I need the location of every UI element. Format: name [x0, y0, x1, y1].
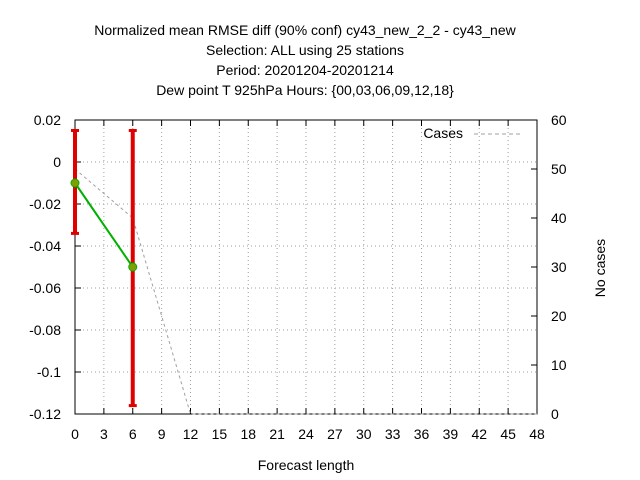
- y-axis-ticks: 0.02 0 -0.02 -0.04 -0.06 -0.08 -0.1 -0.12: [29, 112, 81, 422]
- x-tick-label: 33: [385, 426, 401, 442]
- x-tick-label: 30: [356, 426, 372, 442]
- y2-tick-label: 20: [551, 308, 567, 324]
- x-tick-label: 36: [414, 426, 430, 442]
- x-tick-label: 39: [443, 426, 459, 442]
- y2-tick-label: 40: [551, 210, 567, 226]
- y2-axis-ticks: 60 50 40 30 20 10 0: [531, 112, 567, 422]
- title-line-3: Period: 20201204-20201214: [216, 62, 394, 78]
- y-tick-label: -0.04: [29, 238, 61, 254]
- rmse-diff-line: [74, 182, 134, 268]
- x-tick-label: 18: [240, 426, 256, 442]
- x-tick-label: 27: [327, 426, 343, 442]
- cases-line: [74, 168, 537, 415]
- y-tick-label: -0.02: [29, 196, 61, 212]
- y-tick-label: 0: [53, 154, 61, 170]
- x-tick-label: 45: [500, 426, 516, 442]
- legend: Cases: [423, 125, 522, 141]
- legend-label-cases: Cases: [423, 125, 463, 141]
- y2-tick-label: 50: [551, 161, 567, 177]
- series-layer: [70, 129, 537, 415]
- title-line-2: Selection: ALL using 25 stations: [206, 42, 404, 58]
- x-tick-label: 9: [158, 426, 166, 442]
- y-tick-label: -0.08: [29, 322, 61, 338]
- x-tick-label: 6: [129, 426, 137, 442]
- rmse-diff-point: [128, 262, 138, 272]
- y2-tick-label: 10: [551, 357, 567, 373]
- y-tick-label: -0.1: [37, 364, 61, 380]
- rmse-diff-point: [70, 178, 80, 188]
- x-tick-label: 0: [71, 426, 79, 442]
- x-axis-ticks: 0 3 6 9 12 15 18 21 24 27 30 33 36 39 42 45 48: [71, 120, 545, 442]
- chart-title: Normalized mean RMSE diff (90% conf) cy4…: [94, 22, 516, 98]
- x-tick-label: 3: [100, 426, 108, 442]
- x-tick-label: 48: [529, 426, 545, 442]
- y2-tick-label: 60: [551, 112, 567, 128]
- x-tick-label: 24: [298, 426, 314, 442]
- x-tick-label: 15: [212, 426, 228, 442]
- title-line-4: Dew point T 925hPa Hours: {00,03,06,09,1…: [156, 82, 454, 98]
- x-tick-label: 21: [269, 426, 285, 442]
- y2-tick-label: 0: [551, 406, 559, 422]
- y-tick-label: 0.02: [34, 112, 61, 128]
- x-tick-label: 42: [471, 426, 487, 442]
- y-tick-label: -0.06: [29, 280, 61, 296]
- title-line-1: Normalized mean RMSE diff (90% conf) cy4…: [94, 22, 516, 38]
- y2-tick-label: 30: [551, 259, 567, 275]
- y-tick-label: -0.12: [29, 406, 61, 422]
- grid: [75, 120, 537, 414]
- x-tick-label: 12: [183, 426, 199, 442]
- x-axis-label: Forecast length: [258, 457, 355, 473]
- y2-axis-label: No cases: [592, 239, 608, 297]
